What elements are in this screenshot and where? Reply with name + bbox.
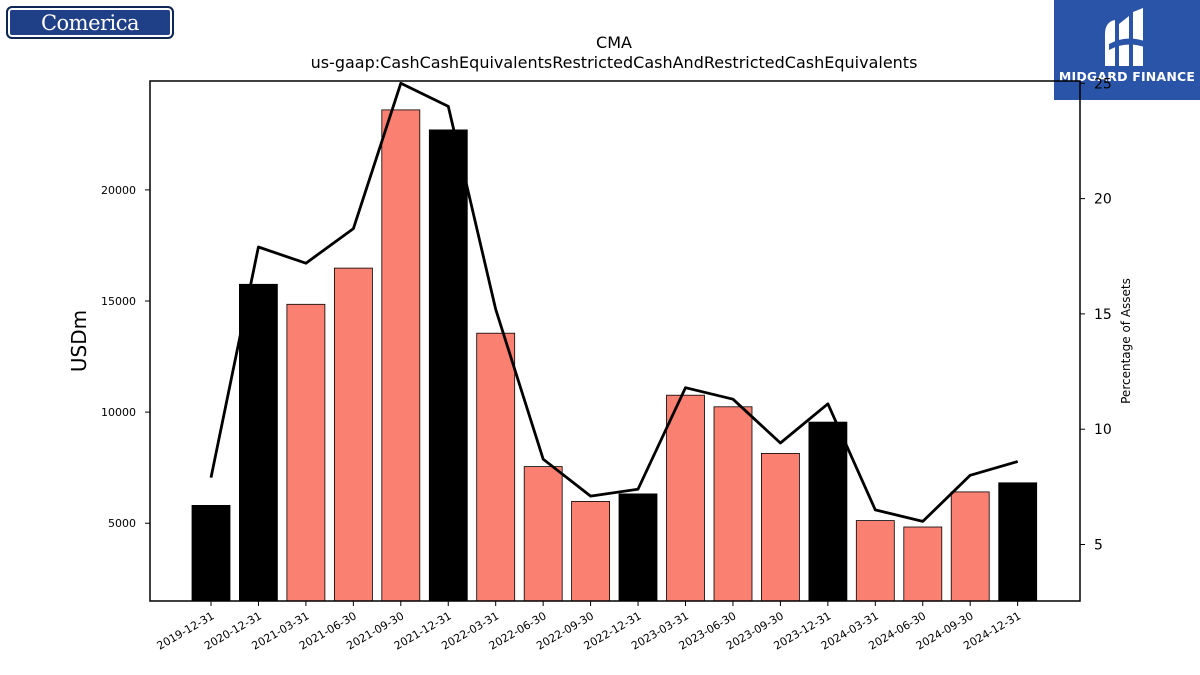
bar bbox=[333, 267, 373, 602]
chart-subtitle: us-gaap:CashCashEquivalentsRestrictedCas… bbox=[311, 53, 918, 72]
bar bbox=[761, 452, 800, 602]
bar bbox=[238, 283, 278, 602]
bar bbox=[950, 491, 990, 602]
y-right-tick-label: 5 bbox=[1094, 538, 1103, 554]
y-tick-label: 20000 bbox=[101, 184, 136, 197]
y-tick-label: 5000 bbox=[108, 517, 136, 530]
bar bbox=[855, 520, 895, 602]
y-tick-label: 10000 bbox=[101, 406, 136, 419]
bar bbox=[428, 129, 468, 602]
bar bbox=[476, 332, 516, 602]
midgard-finance-name: MIDGARD FINANCE bbox=[1058, 69, 1196, 84]
y-right-tick-label: 10 bbox=[1094, 422, 1112, 438]
bar bbox=[713, 406, 753, 602]
chart-title: CMA bbox=[596, 33, 632, 52]
y-axis-label: USDm bbox=[67, 310, 91, 372]
bar bbox=[618, 493, 658, 602]
y-right-tick-label: 15 bbox=[1094, 307, 1112, 323]
bar bbox=[903, 526, 943, 602]
bar bbox=[666, 394, 705, 602]
bar bbox=[523, 466, 563, 602]
bar bbox=[381, 109, 421, 602]
bar bbox=[286, 303, 326, 602]
bar bbox=[808, 421, 848, 602]
bar bbox=[571, 500, 610, 602]
comerica-logo-text: Comerica bbox=[40, 10, 140, 35]
y-right-tick-label: 25 bbox=[1094, 76, 1112, 92]
comerica-logo: Comerica bbox=[6, 6, 174, 39]
percentage-line bbox=[209, 81, 1019, 523]
plot-frame bbox=[149, 80, 1081, 602]
midgard-finance-logo: MIDGARD FINANCE bbox=[1054, 0, 1200, 100]
bar bbox=[998, 482, 1038, 602]
bar bbox=[191, 504, 231, 602]
y-axis-right-label: Percentage of Assets bbox=[1119, 278, 1133, 404]
midgard-emblem-icon bbox=[1105, 8, 1147, 66]
y-tick-label: 15000 bbox=[101, 295, 136, 308]
y-right-tick-label: 20 bbox=[1094, 192, 1112, 208]
